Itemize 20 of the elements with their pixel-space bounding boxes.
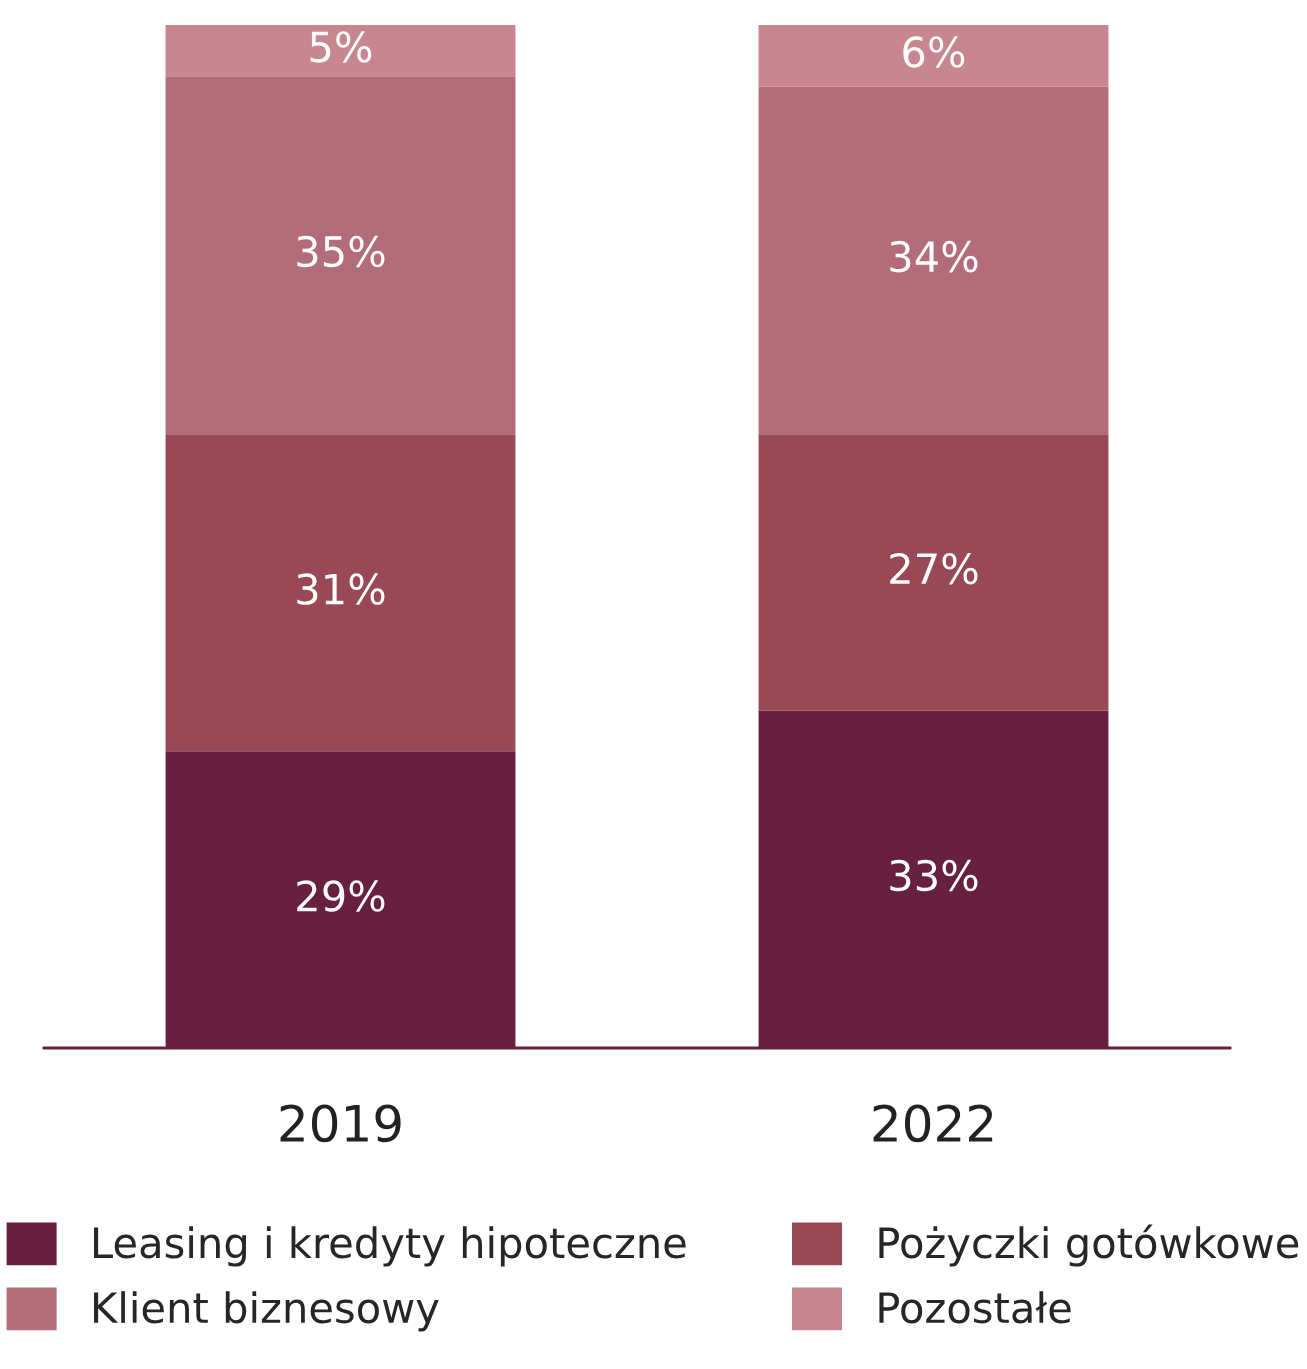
- bar: [165, 434, 516, 752]
- bar: [758, 86, 1109, 435]
- bar: [165, 25, 516, 77]
- data-label: 27%: [890, 552, 978, 585]
- legend-label: Pożyczki gotówkowe: [879, 1224, 1299, 1267]
- data-label: 33%: [890, 859, 978, 892]
- data-label: 6%: [903, 36, 965, 68]
- bar: [758, 434, 1109, 711]
- data-label: 31%: [297, 573, 385, 605]
- data-label: 34%: [890, 240, 978, 273]
- x-tick-label: 2019: [280, 1104, 401, 1143]
- data-label: 5%: [310, 31, 372, 63]
- legend-label: Leasing i kredyty hipoteczne: [94, 1226, 686, 1267]
- data-label: 29%: [297, 880, 385, 912]
- data-label: 35%: [297, 235, 385, 268]
- bar: [165, 76, 516, 435]
- legend-label: Klient biznesowy: [94, 1291, 439, 1332]
- bar: [758, 25, 1109, 87]
- x-tick-label: 2022: [873, 1104, 993, 1143]
- legend-label: Pozostałe: [879, 1291, 1071, 1324]
